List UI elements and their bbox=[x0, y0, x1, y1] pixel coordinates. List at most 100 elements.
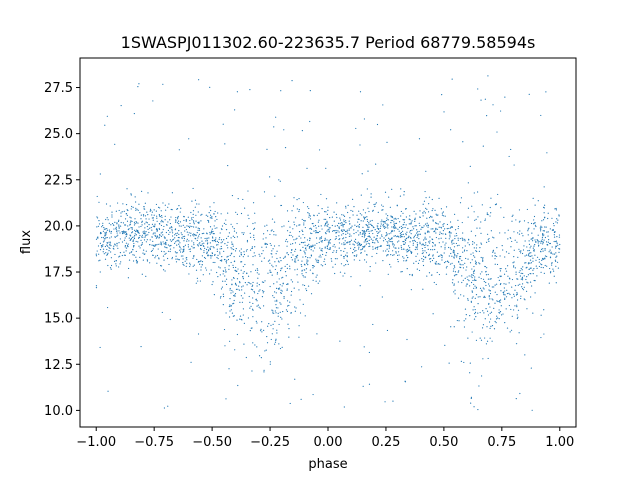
data-point bbox=[293, 221, 295, 223]
data-point bbox=[554, 259, 556, 261]
data-point bbox=[234, 283, 237, 285]
data-point bbox=[376, 252, 378, 255]
data-point bbox=[454, 255, 456, 257]
data-point bbox=[254, 246, 256, 248]
data-point bbox=[221, 241, 224, 243]
data-point bbox=[387, 254, 389, 256]
data-point bbox=[134, 229, 136, 231]
data-point bbox=[404, 242, 407, 244]
data-point bbox=[456, 235, 458, 237]
data-point bbox=[360, 244, 362, 247]
data-point bbox=[552, 270, 555, 272]
data-point bbox=[239, 318, 241, 320]
data-point bbox=[175, 216, 177, 219]
data-point bbox=[217, 276, 219, 278]
data-point bbox=[304, 220, 306, 222]
data-point bbox=[133, 236, 135, 238]
data-point bbox=[288, 328, 290, 330]
data-point bbox=[228, 305, 230, 308]
data-point bbox=[524, 299, 526, 301]
data-point bbox=[226, 259, 228, 261]
data-point bbox=[528, 93, 530, 95]
data-point bbox=[315, 237, 318, 239]
data-point bbox=[254, 212, 256, 214]
data-point bbox=[490, 197, 492, 199]
data-point bbox=[528, 227, 530, 229]
data-point bbox=[178, 237, 180, 239]
data-point bbox=[466, 266, 468, 268]
data-point bbox=[490, 278, 492, 280]
data-point bbox=[171, 228, 173, 230]
data-point bbox=[413, 228, 415, 230]
data-point bbox=[179, 221, 182, 223]
data-point bbox=[482, 257, 484, 259]
data-point bbox=[144, 208, 146, 210]
data-point bbox=[473, 247, 475, 249]
data-point bbox=[309, 246, 311, 248]
data-point bbox=[364, 218, 366, 220]
data-point bbox=[548, 239, 550, 241]
data-point bbox=[106, 115, 108, 117]
data-point bbox=[367, 207, 369, 209]
data-point bbox=[536, 256, 539, 258]
data-point bbox=[301, 130, 303, 132]
data-point bbox=[305, 268, 308, 270]
data-point bbox=[448, 261, 450, 263]
data-point bbox=[206, 240, 208, 242]
data-point bbox=[329, 242, 331, 244]
data-point bbox=[97, 236, 99, 238]
data-point bbox=[403, 260, 405, 262]
data-point bbox=[162, 255, 165, 257]
data-point bbox=[121, 232, 124, 234]
data-point bbox=[143, 230, 145, 232]
data-point bbox=[483, 280, 485, 283]
data-point bbox=[393, 254, 395, 256]
data-point bbox=[422, 260, 424, 262]
data-point bbox=[451, 243, 453, 245]
data-point bbox=[412, 242, 414, 244]
data-point bbox=[513, 249, 515, 251]
data-point bbox=[513, 164, 515, 166]
data-point bbox=[196, 244, 199, 246]
data-point bbox=[95, 286, 98, 289]
data-point bbox=[454, 293, 456, 295]
data-point bbox=[256, 282, 258, 284]
data-point bbox=[138, 226, 140, 228]
data-point bbox=[391, 226, 393, 228]
data-point bbox=[451, 282, 454, 284]
data-point bbox=[270, 324, 272, 326]
y-tick-label: 17.5 bbox=[44, 266, 73, 281]
data-point bbox=[401, 230, 404, 232]
data-point bbox=[312, 279, 314, 281]
data-point bbox=[236, 319, 238, 321]
data-point bbox=[386, 248, 388, 250]
data-point bbox=[290, 279, 292, 281]
data-point bbox=[184, 235, 186, 237]
data-point bbox=[275, 287, 278, 289]
data-point bbox=[453, 275, 456, 277]
data-point bbox=[325, 218, 327, 220]
data-point bbox=[269, 361, 271, 363]
data-point bbox=[283, 129, 285, 131]
data-point bbox=[527, 234, 529, 236]
data-point bbox=[102, 230, 105, 232]
data-point bbox=[229, 298, 231, 300]
data-point bbox=[104, 228, 106, 230]
data-point bbox=[142, 236, 144, 238]
data-point bbox=[527, 282, 529, 284]
data-point bbox=[146, 225, 148, 228]
data-point bbox=[271, 274, 273, 276]
data-point bbox=[551, 262, 553, 264]
data-point bbox=[398, 240, 400, 242]
data-point bbox=[438, 197, 440, 199]
data-point bbox=[310, 293, 313, 295]
data-point bbox=[432, 238, 434, 241]
data-point bbox=[521, 232, 523, 234]
data-point bbox=[95, 255, 98, 257]
data-point bbox=[192, 216, 194, 219]
data-point bbox=[178, 245, 181, 247]
data-point bbox=[553, 236, 556, 238]
data-point bbox=[316, 261, 318, 263]
data-point bbox=[544, 257, 546, 259]
data-point bbox=[123, 232, 125, 234]
